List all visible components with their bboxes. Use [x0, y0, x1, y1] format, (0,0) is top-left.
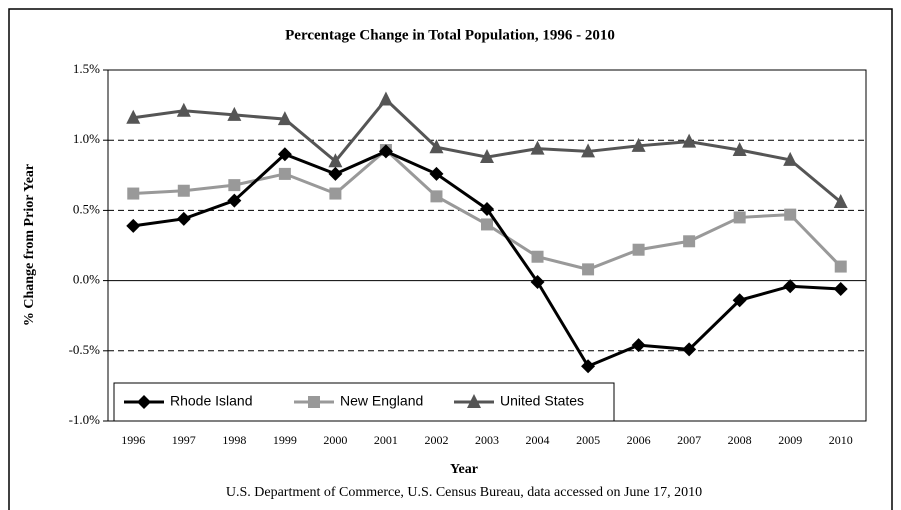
legend-label: New England [340, 393, 423, 409]
marker [378, 91, 393, 106]
marker [278, 167, 291, 180]
marker [481, 218, 493, 231]
legend-label: Rhode Island [170, 393, 253, 409]
marker [480, 201, 494, 216]
series [126, 91, 848, 208]
plot-area [107, 69, 867, 422]
marker [632, 243, 645, 256]
marker [308, 396, 320, 408]
x-tick-label: 2010 [829, 433, 853, 447]
marker [430, 190, 443, 203]
marker [682, 133, 697, 148]
frame [8, 8, 893, 510]
x-tick-label: 2008 [728, 433, 752, 447]
y-tick-label: -0.5% [69, 342, 101, 357]
marker [783, 279, 798, 294]
x-tick-label: 2003 [475, 433, 499, 447]
marker [277, 111, 292, 126]
marker [177, 184, 190, 197]
marker [328, 153, 343, 168]
x-tick-label: 2009 [778, 433, 802, 447]
y-tick-label: 1.0% [73, 131, 100, 146]
marker [631, 137, 646, 152]
marker [429, 139, 444, 154]
marker [582, 263, 595, 276]
marker [126, 109, 141, 124]
marker [127, 187, 140, 200]
marker [137, 395, 151, 409]
marker [732, 142, 747, 157]
x-tick-label: 1998 [222, 433, 246, 447]
x-tick-label: 2002 [424, 433, 448, 447]
marker [277, 147, 292, 162]
legend-box [113, 382, 615, 422]
marker [683, 235, 696, 248]
marker [732, 293, 747, 308]
marker [467, 394, 481, 408]
x-axis-label: Year [450, 462, 478, 477]
marker [429, 166, 444, 181]
x-tick-label: 2007 [677, 433, 701, 447]
x-tick-label: 2006 [627, 433, 651, 447]
x-tick-label: 2000 [323, 433, 347, 447]
marker [833, 282, 848, 297]
x-tick-label: 1999 [273, 433, 297, 447]
y-tick-label: -1.0% [69, 412, 101, 427]
x-tick-label: 2004 [526, 433, 550, 447]
y-tick-label: 0.5% [73, 201, 100, 216]
series [126, 144, 848, 374]
marker [784, 208, 797, 221]
marker [530, 140, 545, 155]
source-note: U.S. Department of Commerce, U.S. Census… [226, 485, 702, 500]
marker [531, 250, 544, 263]
marker [581, 143, 596, 158]
marker [328, 166, 343, 181]
x-tick-label: 1996 [121, 433, 145, 447]
marker [833, 193, 848, 208]
marker [126, 218, 141, 233]
marker [733, 211, 746, 224]
marker [176, 211, 191, 226]
marker [378, 144, 393, 159]
marker [530, 275, 545, 290]
marker [480, 149, 494, 164]
x-tick-label: 2001 [374, 433, 398, 447]
marker [329, 187, 342, 200]
marker [227, 193, 242, 208]
series [127, 144, 847, 276]
marker [631, 338, 646, 353]
marker [682, 342, 697, 357]
x-tick-label: 2005 [576, 433, 600, 447]
y-tick-label: 1.5% [73, 61, 100, 76]
chart-title: Percentage Change in Total Population, 1… [285, 27, 615, 43]
x-tick-label: 1997 [172, 433, 196, 447]
legend-label: United States [500, 393, 584, 409]
marker [834, 260, 847, 273]
y-tick-label: 0.0% [73, 272, 100, 287]
y-axis-label: % Change from Prior Year [22, 164, 37, 326]
marker [581, 359, 596, 374]
marker [227, 106, 242, 121]
marker [176, 102, 191, 117]
marker [228, 179, 241, 192]
marker [783, 151, 798, 166]
